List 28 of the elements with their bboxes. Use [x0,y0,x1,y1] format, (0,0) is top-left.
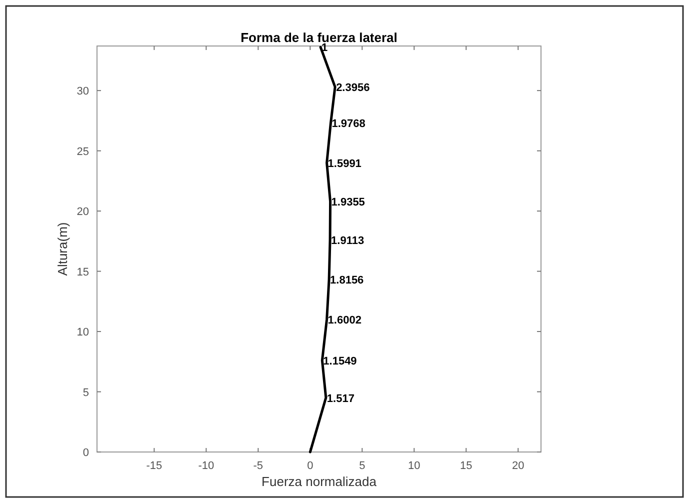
x-tick-label: -15 [146,460,162,472]
x-tick-label: -5 [253,460,264,472]
y-tick-label: 0 [82,447,89,459]
annotation: 1.8156 [330,274,364,287]
annotation: 1.5991 [328,158,362,170]
annotation: 1 [322,42,328,54]
annotation: 2.3956 [336,82,370,94]
y-tick-label: 5 [82,386,89,399]
annotation: 1.517 [326,392,354,405]
x-tick-label: 15 [460,460,472,472]
x-tick-label: 5 [359,460,366,472]
y-tick-label: 10 [76,326,89,339]
annotation: 1.1549 [323,355,357,368]
annotation: 1.9113 [331,234,364,247]
annotation: 1.9768 [332,118,366,130]
y-tick-label: 30 [76,86,89,98]
x-tick-label: 20 [512,460,524,472]
y-tick-label: 20 [76,206,89,218]
annotation: 1.9355 [331,196,365,208]
annotation: 1.6002 [328,314,362,326]
x-tick-label: 0 [307,460,314,472]
y-tick-label: 25 [76,146,89,158]
x-tick-label: 10 [408,460,420,472]
y-tick-label: 15 [76,266,89,278]
x-axis-title: Fuerza normalizada [262,474,378,489]
chart-title: Forma de la fuerza lateral [240,30,398,45]
x-tick-label: -10 [198,460,214,472]
y-axis-title: Altura(m) [55,222,70,276]
